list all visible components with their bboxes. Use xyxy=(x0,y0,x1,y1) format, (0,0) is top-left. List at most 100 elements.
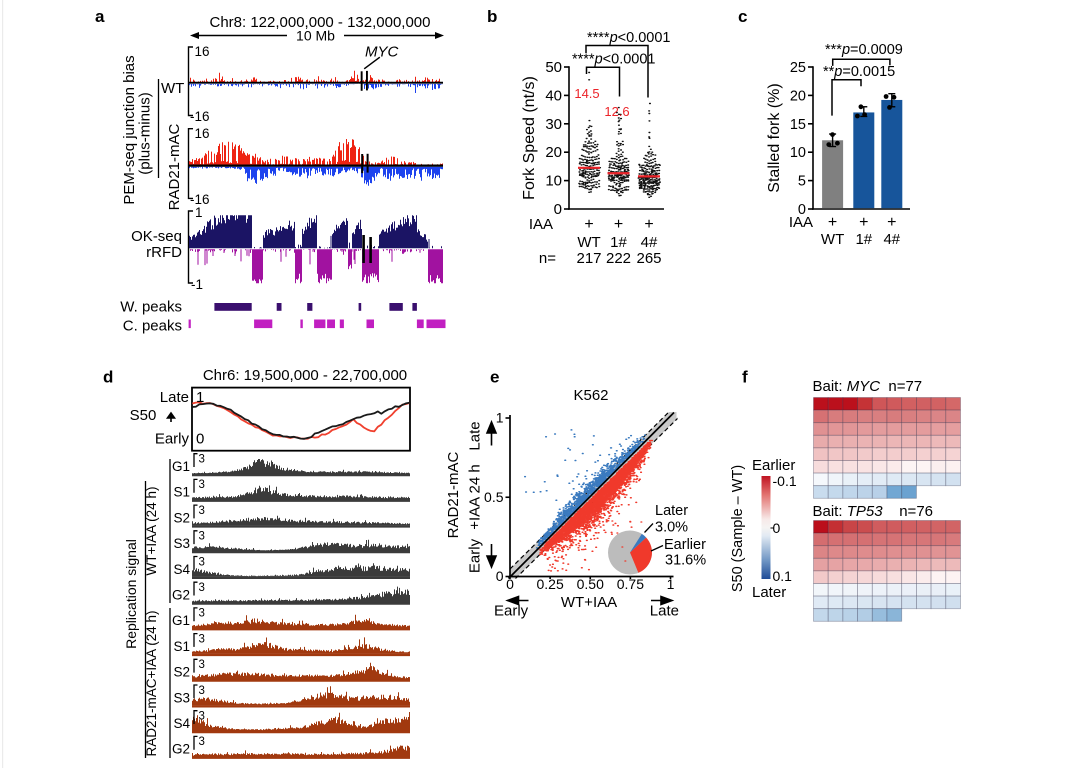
svg-text:Late: Late xyxy=(160,389,189,406)
svg-text:**p=0.0015: **p=0.0015 xyxy=(823,64,895,80)
svg-text:15: 15 xyxy=(790,117,806,133)
svg-text:RAD21-mAC: RAD21-mAC xyxy=(445,451,462,538)
svg-text:-16: -16 xyxy=(190,109,210,124)
svg-text:W. peaks: W. peaks xyxy=(120,299,182,316)
svg-text:WT: WT xyxy=(821,231,844,248)
svg-text:rRFD: rRFD xyxy=(146,244,182,261)
svg-text:0: 0 xyxy=(506,576,514,592)
svg-text:n=: n= xyxy=(539,250,556,267)
svg-text:0: 0 xyxy=(554,201,562,218)
svg-text:20: 20 xyxy=(545,144,562,161)
svg-text:31.6%: 31.6% xyxy=(665,553,706,569)
svg-text:d: d xyxy=(103,368,113,387)
svg-text:RAD21-mAC+IAA (24 h): RAD21-mAC+IAA (24 h) xyxy=(144,611,159,757)
svg-text:3: 3 xyxy=(199,659,205,671)
svg-text:+IAA 24 h: +IAA 24 h xyxy=(467,464,484,529)
svg-text:50: 50 xyxy=(545,59,562,76)
svg-text:+: + xyxy=(614,216,623,233)
svg-text:0: 0 xyxy=(798,202,806,218)
svg-text:RAD21-mAC: RAD21-mAC xyxy=(166,123,183,210)
svg-text:3: 3 xyxy=(199,633,205,645)
svg-text:IAA: IAA xyxy=(529,216,553,233)
svg-text:25: 25 xyxy=(790,60,806,76)
svg-text:Early: Early xyxy=(467,538,484,573)
svg-text:30: 30 xyxy=(545,116,562,133)
svg-text:-1: -1 xyxy=(191,277,203,292)
svg-text:222: 222 xyxy=(606,250,631,267)
svg-text:S2: S2 xyxy=(173,510,190,525)
svg-text:3: 3 xyxy=(199,505,205,517)
svg-text:OK-seq: OK-seq xyxy=(131,228,182,245)
svg-text:Early: Early xyxy=(494,603,529,620)
svg-text:WT+IAA (24 h): WT+IAA (24 h) xyxy=(144,487,159,576)
svg-text:f: f xyxy=(742,368,748,387)
svg-text:WT+IAA: WT+IAA xyxy=(561,594,617,611)
svg-text:b: b xyxy=(487,7,497,26)
svg-text:0: 0 xyxy=(196,431,204,448)
svg-text:WT: WT xyxy=(161,80,184,97)
svg-text:3: 3 xyxy=(199,556,205,568)
svg-text:-0.1: -0.1 xyxy=(773,473,797,489)
svg-text:16: 16 xyxy=(195,44,210,59)
svg-text:PEM-seq junction bias: PEM-seq junction bias xyxy=(121,55,138,204)
svg-text:20: 20 xyxy=(790,88,806,104)
svg-text:3: 3 xyxy=(199,711,205,723)
svg-text:+: + xyxy=(859,214,868,231)
svg-text:265: 265 xyxy=(636,250,661,267)
svg-text:14.5: 14.5 xyxy=(574,86,599,101)
svg-text:****p<0.0001: ****p<0.0001 xyxy=(587,30,670,46)
svg-text:(plus-minus): (plus-minus) xyxy=(137,92,154,175)
svg-text:3.0%: 3.0% xyxy=(655,520,688,536)
svg-text:Replication signal: Replication signal xyxy=(123,539,139,649)
svg-text:3: 3 xyxy=(199,454,205,466)
svg-text:4#: 4# xyxy=(883,231,900,248)
svg-text:Fork Speed (nt/s): Fork Speed (nt/s) xyxy=(521,76,538,200)
svg-text:e: e xyxy=(490,368,499,387)
svg-text:Late: Late xyxy=(467,421,484,450)
svg-text:40: 40 xyxy=(545,87,562,104)
svg-text:5: 5 xyxy=(798,174,806,190)
svg-text:3: 3 xyxy=(199,582,205,594)
svg-text:Chr8: 122,000,000 - 132,000,00: Chr8: 122,000,000 - 132,000,000 xyxy=(209,14,430,31)
svg-text:c: c xyxy=(738,7,747,26)
svg-text:0.25: 0.25 xyxy=(537,576,564,592)
svg-text:+: + xyxy=(644,216,653,233)
svg-text:MYC: MYC xyxy=(365,44,399,61)
svg-text:a: a xyxy=(95,7,105,26)
svg-text:0.1: 0.1 xyxy=(773,568,793,584)
svg-text:1#: 1# xyxy=(610,234,627,251)
svg-text:****p<0.0001: ****p<0.0001 xyxy=(572,52,655,68)
svg-text:Bait: MYC n=77: Bait: MYC n=77 xyxy=(813,378,923,395)
svg-text:3: 3 xyxy=(199,531,205,543)
svg-text:Earlier: Earlier xyxy=(752,457,795,474)
svg-text:IAA: IAA xyxy=(789,214,813,231)
svg-text:S50: S50 xyxy=(130,407,157,424)
svg-text:Earlier: Earlier xyxy=(664,537,706,553)
svg-text:3: 3 xyxy=(199,608,205,620)
svg-text:Bait: TP53 n=76: Bait: TP53 n=76 xyxy=(813,503,934,520)
svg-text:3: 3 xyxy=(199,685,205,697)
svg-text:+: + xyxy=(584,216,593,233)
svg-text:G1: G1 xyxy=(172,459,190,474)
svg-text:G2: G2 xyxy=(172,742,190,757)
svg-text:4#: 4# xyxy=(641,234,658,251)
svg-text:1#: 1# xyxy=(855,231,872,248)
svg-text:1: 1 xyxy=(667,576,675,592)
svg-text:0.75: 0.75 xyxy=(617,576,644,592)
svg-text:S3: S3 xyxy=(173,536,190,551)
svg-text:12.6: 12.6 xyxy=(604,104,629,119)
svg-text:0.50: 0.50 xyxy=(577,576,604,592)
svg-text:G2: G2 xyxy=(172,588,190,603)
svg-text:***p=0.0009: ***p=0.0009 xyxy=(825,42,903,58)
svg-text:S1: S1 xyxy=(173,639,190,654)
svg-text:+: + xyxy=(887,214,896,231)
svg-text:S1: S1 xyxy=(173,485,190,500)
svg-text:Later: Later xyxy=(655,503,688,519)
svg-text:Stalled fork (%): Stalled fork (%) xyxy=(766,83,783,192)
svg-text:217: 217 xyxy=(576,250,601,267)
svg-text:10: 10 xyxy=(545,173,562,190)
svg-text:10: 10 xyxy=(790,145,806,161)
svg-text:-16: -16 xyxy=(190,192,210,207)
svg-text:S50 (Sample – WT): S50 (Sample – WT) xyxy=(730,465,746,592)
svg-text:1: 1 xyxy=(196,389,204,406)
